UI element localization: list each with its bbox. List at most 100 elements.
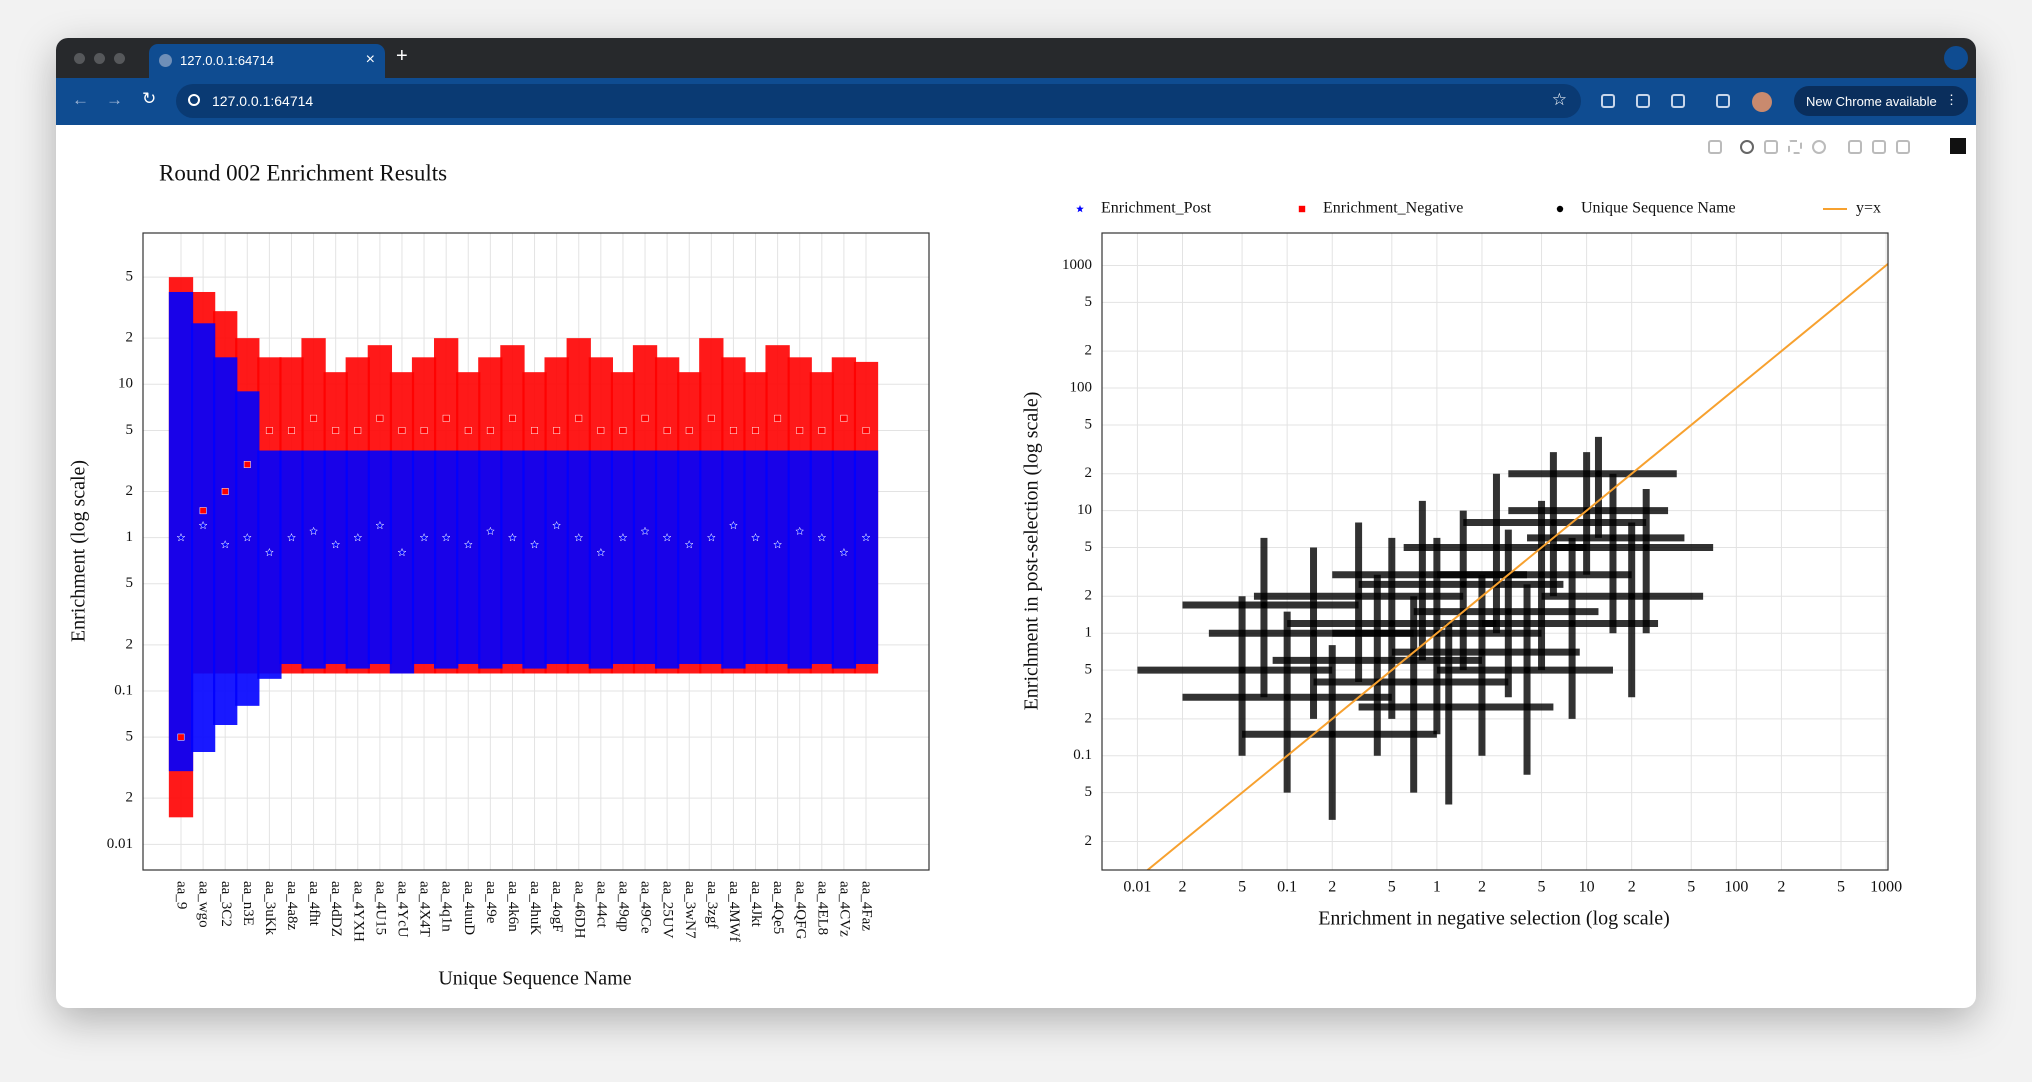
y-tick-label: 2 bbox=[126, 636, 134, 652]
profile-avatar[interactable] bbox=[1752, 92, 1772, 112]
new-tab[interactable]: + bbox=[396, 45, 408, 67]
address-bar[interactable]: 127.0.0.1:64714 ☆ bbox=[176, 84, 1581, 118]
y-tick-label: 2 bbox=[1085, 833, 1093, 849]
y-axis-label: Enrichment in post-selection (log scale) bbox=[1021, 392, 1043, 711]
y-tick-label: 10 bbox=[118, 376, 133, 392]
x-tick-label: aa_9 bbox=[174, 881, 190, 909]
modebar-button[interactable] bbox=[1764, 140, 1778, 154]
circle-marker bbox=[1642, 544, 1650, 551]
square-marker bbox=[774, 414, 782, 422]
modebar-button[interactable] bbox=[1896, 140, 1910, 154]
y-tick-label: 10 bbox=[1077, 502, 1092, 518]
square-marker bbox=[641, 414, 649, 422]
circle-marker bbox=[1628, 593, 1635, 600]
plot-frame bbox=[142, 232, 930, 871]
close-window[interactable] bbox=[74, 53, 85, 64]
x-tick-label: 2 bbox=[1478, 879, 1486, 896]
star-marker bbox=[574, 532, 584, 542]
x-tick-label: 2 bbox=[1777, 879, 1785, 896]
circle-marker bbox=[1355, 593, 1362, 600]
star-marker bbox=[264, 547, 274, 557]
square-marker bbox=[243, 461, 251, 468]
tab-close[interactable]: × bbox=[365, 51, 375, 68]
star-marker bbox=[1076, 205, 1084, 213]
circle-marker bbox=[1410, 678, 1417, 686]
reference-line bbox=[1146, 263, 1888, 870]
site-info[interactable] bbox=[188, 94, 200, 106]
y-tick-label: 5 bbox=[1085, 662, 1093, 678]
x-tick-label: aa_3zgf bbox=[704, 881, 720, 928]
tab-strip: 127.0.0.1:64714 × + bbox=[56, 38, 1976, 78]
star-marker bbox=[640, 526, 650, 536]
active-tab[interactable]: 127.0.0.1:64714 × bbox=[149, 44, 385, 78]
range-bar bbox=[566, 450, 591, 664]
back-button[interactable]: ← bbox=[72, 90, 89, 109]
x-tick-label: aa_4Faz bbox=[859, 881, 875, 931]
square-marker bbox=[221, 488, 229, 495]
star-marker bbox=[596, 547, 606, 557]
square-marker bbox=[729, 427, 737, 434]
tab-search[interactable] bbox=[1944, 46, 1968, 70]
square-marker bbox=[597, 427, 605, 434]
reload-button[interactable]: ↻ bbox=[142, 89, 157, 108]
x-tick-label: aa_4YcU bbox=[395, 881, 411, 938]
star-marker bbox=[287, 532, 296, 542]
forward-button[interactable]: → bbox=[106, 90, 123, 109]
x-tick-label: aa_4k6n bbox=[505, 881, 521, 932]
circle-marker bbox=[1493, 544, 1500, 551]
menu-dots[interactable]: ⋮ bbox=[1945, 92, 1958, 107]
y-tick-label: 1 bbox=[1085, 625, 1093, 641]
star-marker bbox=[795, 526, 805, 536]
square-marker bbox=[442, 414, 450, 422]
square-marker bbox=[376, 414, 384, 422]
x-tick-label: aa_4ogF bbox=[549, 881, 565, 933]
range-bar bbox=[168, 291, 194, 772]
star-marker bbox=[751, 532, 760, 542]
legend-label: Enrichment_Negative bbox=[1323, 200, 1463, 217]
modebar-button[interactable] bbox=[1872, 140, 1886, 154]
range-bar bbox=[257, 450, 282, 679]
modebar-button[interactable] bbox=[1708, 140, 1722, 154]
square-marker bbox=[265, 427, 273, 434]
x-tick-label: 5 bbox=[1388, 879, 1396, 896]
star-marker bbox=[176, 532, 186, 542]
x-tick-label: 0.01 bbox=[1123, 879, 1151, 896]
x-tick-label: 2 bbox=[1328, 879, 1336, 896]
square-marker bbox=[531, 427, 538, 434]
x-tick-label: aa_49qp bbox=[615, 881, 631, 932]
x-tick-label: 100 bbox=[1724, 879, 1748, 896]
modebar-button[interactable] bbox=[1740, 140, 1754, 154]
minimize-window[interactable] bbox=[94, 53, 105, 64]
y-tick-label: 5 bbox=[1085, 539, 1093, 555]
square-marker bbox=[685, 427, 693, 434]
maximize-window[interactable] bbox=[114, 53, 125, 64]
x-tick-label: aa_44ct bbox=[593, 881, 609, 928]
bookmark-star[interactable]: ☆ bbox=[1551, 90, 1567, 109]
x-tick-label: 2 bbox=[1628, 879, 1636, 896]
update-button[interactable]: New Chrome available ⋮ bbox=[1794, 86, 1968, 116]
star-marker bbox=[331, 540, 341, 549]
extension-icon[interactable] bbox=[1601, 94, 1615, 108]
range-bar bbox=[610, 450, 636, 664]
extensions-menu[interactable] bbox=[1671, 94, 1685, 108]
legend-label: y=x bbox=[1856, 200, 1881, 217]
star-marker bbox=[485, 526, 495, 536]
y-tick-label: 2 bbox=[1085, 588, 1093, 604]
range-bar bbox=[654, 450, 680, 669]
modebar-button[interactable] bbox=[1812, 140, 1826, 154]
x-tick-label: aa_3C2 bbox=[218, 881, 234, 927]
extension-icon[interactable] bbox=[1636, 94, 1650, 108]
y-tick-label: 5 bbox=[1085, 294, 1093, 310]
x-tick-label: aa_4U15 bbox=[372, 881, 388, 935]
range-bar bbox=[323, 450, 348, 664]
plotly-logo[interactable] bbox=[1950, 138, 1966, 154]
star-marker bbox=[397, 547, 407, 557]
y-tick-label: 1000 bbox=[1062, 257, 1092, 273]
y-tick-label: 2 bbox=[1085, 465, 1093, 481]
modebar-button[interactable] bbox=[1848, 140, 1862, 154]
star-marker bbox=[530, 539, 540, 549]
modebar-button[interactable] bbox=[1788, 140, 1802, 154]
downloads[interactable] bbox=[1716, 94, 1730, 108]
